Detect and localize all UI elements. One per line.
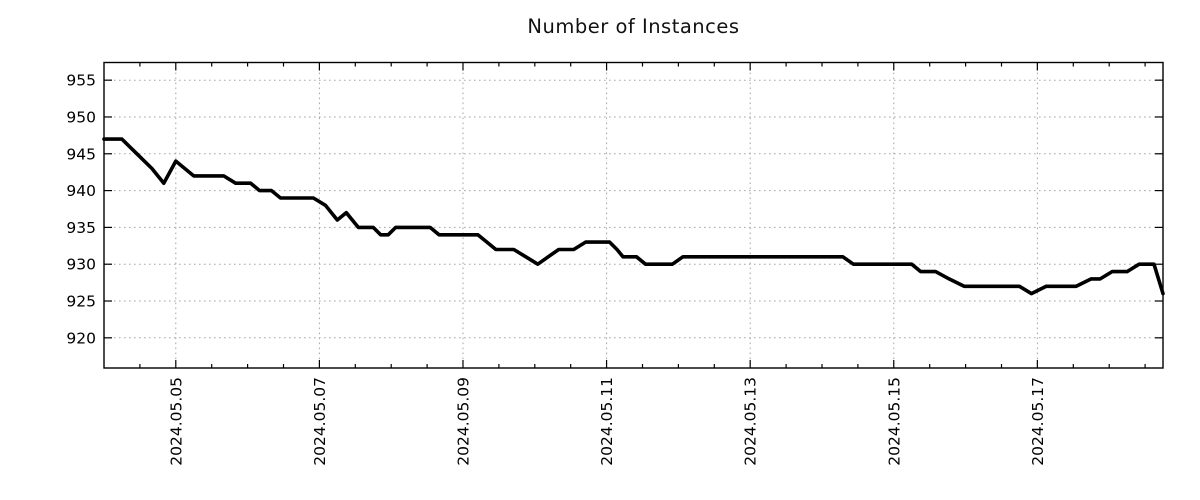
y-tick-label: 925 bbox=[66, 293, 96, 311]
y-tick-label: 935 bbox=[66, 219, 96, 237]
chart-title: Number of Instances bbox=[527, 15, 740, 38]
x-tick-label: 2024.05.09 bbox=[455, 377, 473, 466]
x-tick-label: 2024.05.05 bbox=[167, 377, 185, 466]
data-line bbox=[102, 137, 1165, 296]
x-tick-label: 2024.05.15 bbox=[885, 377, 903, 466]
y-tick-label: 930 bbox=[66, 256, 96, 274]
x-tick-label: 2024.05.07 bbox=[311, 377, 329, 466]
x-tick-label: 2024.05.13 bbox=[742, 377, 760, 466]
x-tick-label: 2024.05.11 bbox=[598, 377, 616, 466]
plot-border bbox=[103, 61, 1164, 369]
y-tick-label: 940 bbox=[66, 182, 96, 200]
y-tick-label: 920 bbox=[66, 329, 96, 347]
x-tick-label: 2024.05.17 bbox=[1029, 377, 1047, 466]
y-tick-label: 950 bbox=[66, 109, 96, 127]
y-tick-label: 945 bbox=[66, 145, 96, 163]
y-tick-label: 955 bbox=[66, 72, 96, 90]
